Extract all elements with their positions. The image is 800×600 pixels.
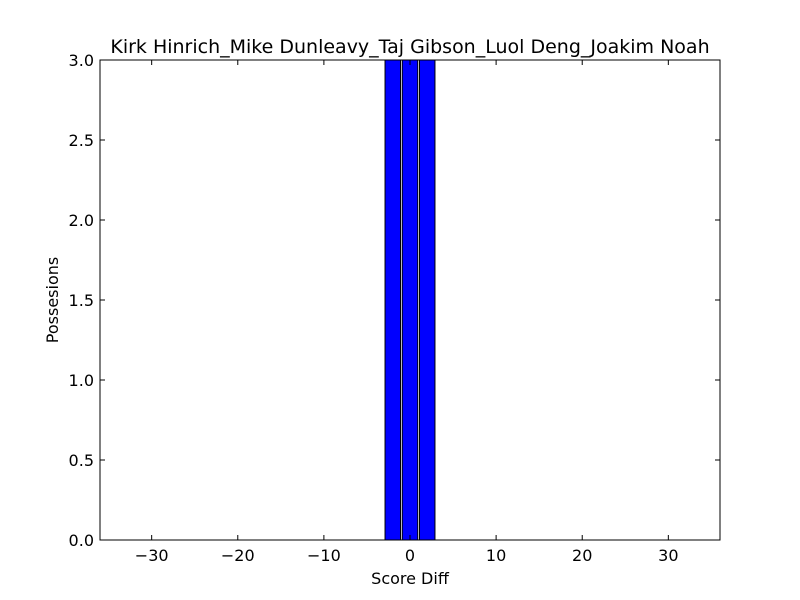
y-tick-label: 1.5	[69, 291, 94, 310]
bars-layer	[384, 59, 436, 541]
y-tick-label: 3.0	[69, 51, 94, 70]
bar	[384, 59, 402, 541]
chart-title: Kirk Hinrich_Mike Dunleavy_Taj Gibson_Lu…	[110, 36, 709, 58]
x-tick-label: −30	[135, 546, 169, 565]
y-tick-label: 0.5	[69, 451, 94, 470]
x-tick-label: −20	[221, 546, 255, 565]
x-tick-label: 10	[486, 546, 506, 565]
y-tick-label: 2.5	[69, 131, 94, 150]
x-tick-label: 30	[658, 546, 678, 565]
y-tick-label: 0.0	[69, 531, 94, 550]
x-axis-label: Score Diff	[371, 569, 450, 588]
x-tick-label: −10	[307, 546, 341, 565]
x-tick-label: 0	[405, 546, 415, 565]
bar	[401, 59, 419, 541]
ticks-layer: −30 −20 −10 0 10 20 30 0.0 0.5 1.0 1.5 2.0 2.5 3.0	[69, 51, 720, 565]
y-tick-label: 1.0	[69, 371, 94, 390]
bar	[418, 59, 436, 541]
x-tick-label: 20	[572, 546, 592, 565]
y-tick-label: 2.0	[69, 211, 94, 230]
y-axis-label: Possesions	[43, 257, 62, 343]
